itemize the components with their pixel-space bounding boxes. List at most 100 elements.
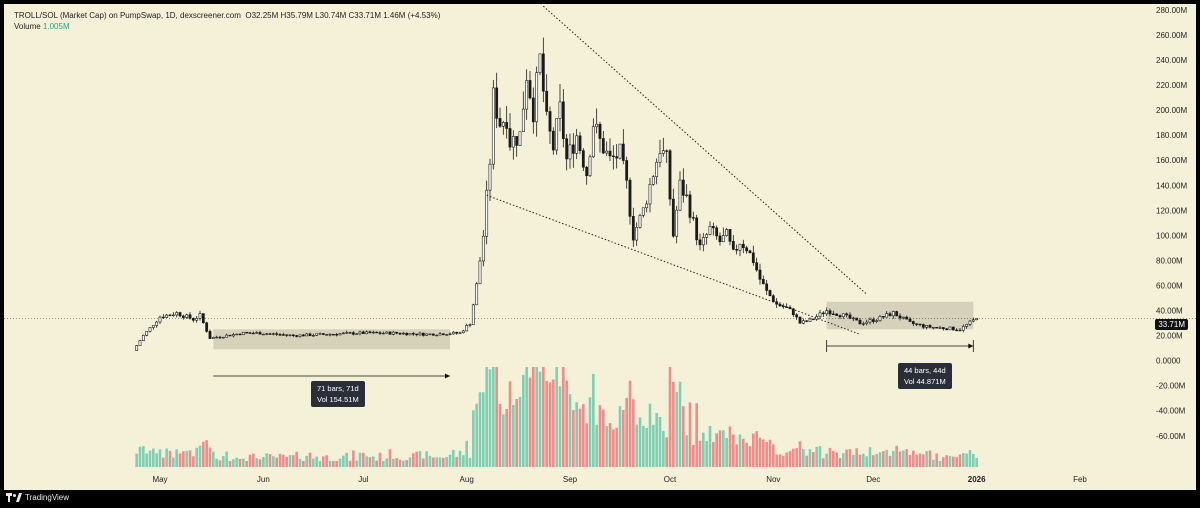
volume-bar — [945, 455, 948, 467]
range-box-jun-jul-range — [213, 329, 450, 350]
candle-body — [231, 334, 235, 337]
volume-bar — [592, 373, 595, 467]
candle-body — [551, 130, 555, 151]
candle-body — [241, 331, 245, 336]
volume-bar — [435, 457, 438, 467]
volume-bar — [302, 461, 305, 467]
volume-value: 1.005M — [42, 22, 70, 31]
volume-bar — [782, 455, 785, 467]
candle-body — [701, 237, 705, 246]
candle-body — [235, 333, 239, 336]
volume-bar — [602, 409, 605, 467]
candle-body — [181, 315, 185, 318]
tradingview-icon — [6, 493, 22, 502]
candle-body — [805, 320, 809, 322]
volume-bar — [815, 446, 818, 467]
candle-body — [438, 333, 442, 336]
candle-body — [455, 331, 459, 334]
candle-body — [541, 53, 545, 92]
chart-header: TROLL/SOL (Market Cap) on PumpSwap, 1D, … — [14, 10, 440, 32]
volume-bar — [658, 416, 662, 467]
volume-bar — [265, 453, 268, 467]
candle-body — [308, 333, 312, 337]
volume-bar — [272, 456, 275, 467]
candle-body — [251, 332, 255, 335]
trend-line-upper-wedge — [542, 5, 867, 295]
volume-bar — [702, 432, 705, 467]
volume-bar — [565, 380, 568, 467]
candle-body — [518, 131, 522, 146]
y-tick-label: 0.0000 — [1156, 357, 1181, 366]
volume-bar — [298, 458, 302, 467]
volume-bar — [975, 457, 978, 467]
candle-body — [661, 150, 665, 154]
volume-bar — [322, 456, 325, 467]
volume-bar — [155, 453, 158, 467]
volume-label[interactable]: Volume — [14, 22, 41, 31]
volume-bar — [135, 453, 138, 467]
candle-body — [595, 123, 599, 128]
volume-bar — [568, 394, 572, 467]
volume-bar — [432, 457, 435, 467]
candle-body — [408, 333, 412, 336]
chart-area[interactable]: TROLL/SOL (Market Cap) on PumpSwap, 1D, … — [4, 4, 1196, 490]
candle-body — [721, 235, 725, 243]
candle-body — [368, 331, 372, 334]
volume-bar — [898, 451, 902, 467]
volume-bar — [578, 408, 582, 467]
candle-body — [685, 194, 689, 196]
measure-1-arrowhead — [444, 373, 450, 379]
candle-body — [555, 118, 559, 151]
candle-body — [395, 331, 399, 334]
volume-bar — [798, 441, 802, 467]
candle-body — [498, 118, 502, 127]
volume-bar — [438, 457, 442, 467]
candle-body — [381, 332, 385, 335]
volume-bar — [458, 450, 462, 467]
candle-body — [345, 332, 349, 334]
volume-bar — [488, 369, 492, 467]
volume-bar — [358, 452, 362, 467]
volume-bar — [912, 450, 915, 467]
volume-bar — [395, 458, 398, 467]
volume-bar — [482, 392, 485, 467]
volume-bar — [188, 450, 192, 467]
volume-bar — [248, 454, 252, 467]
candle-body — [195, 318, 199, 321]
candle-body — [628, 179, 632, 217]
range-annotation-2-bars: 44 bars, 44d — [904, 366, 946, 375]
volume-bar — [385, 458, 388, 467]
volume-bar — [612, 429, 615, 467]
volume-bar — [225, 451, 228, 467]
candle-body — [505, 122, 509, 129]
volume-bar — [972, 453, 975, 467]
candle-body — [525, 80, 529, 110]
volume-bar — [845, 449, 848, 467]
volume-bar — [722, 430, 725, 467]
volume-bar — [218, 460, 222, 467]
tradingview-logo[interactable]: TradingView — [6, 493, 69, 502]
candle-body — [561, 101, 565, 139]
symbol-title[interactable]: TROLL/SOL (Market Cap) on PumpSwap, 1D, … — [14, 11, 241, 20]
candle-body — [328, 333, 332, 336]
candle-body — [631, 216, 635, 241]
volume-bar — [362, 452, 365, 467]
candle-body — [725, 229, 729, 236]
volume-bar — [392, 458, 395, 467]
volume-bar — [495, 367, 498, 467]
volume-bar — [652, 424, 655, 467]
candle-body — [581, 150, 585, 168]
candle-body — [261, 333, 265, 336]
price-chart-svg[interactable]: 280.00M 260.00M 240.00M 220.00M 200.00M 180.0… — [4, 4, 1196, 490]
candle-body — [491, 87, 495, 165]
candle-body — [565, 138, 569, 160]
volume-bar — [198, 445, 202, 467]
candle-body — [415, 333, 419, 336]
candle-body — [398, 332, 402, 335]
candle-body — [655, 161, 659, 177]
candle-body — [841, 313, 845, 318]
candle-body — [731, 241, 735, 250]
volume-bar — [212, 451, 215, 467]
candle-body — [298, 334, 302, 337]
candle-body — [258, 332, 262, 335]
